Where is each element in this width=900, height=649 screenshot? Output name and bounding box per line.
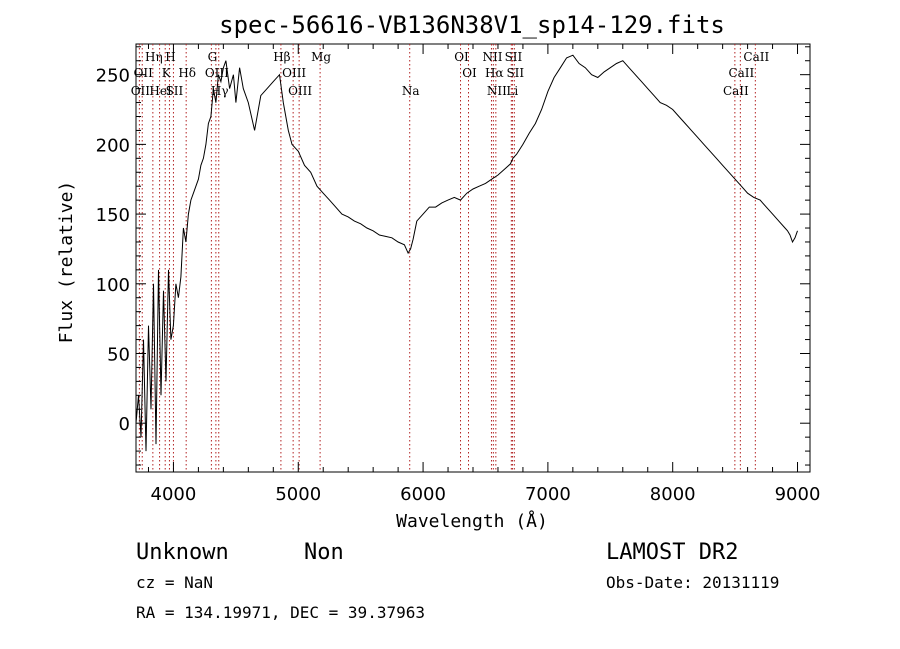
line-label: K xyxy=(162,66,172,80)
line-label: SII xyxy=(166,84,184,98)
y-axis-ticks: 0 50 100 150 200 250 xyxy=(96,46,810,466)
line-label: H xyxy=(165,50,175,64)
line-label: NII xyxy=(487,84,507,98)
x-tick-label: 4000 xyxy=(151,484,197,505)
x-tick-label: 9000 xyxy=(775,484,821,505)
plot-frame xyxy=(135,43,811,473)
y-tick-label: 250 xyxy=(96,66,130,87)
spectrum-line xyxy=(135,54,798,452)
emission-line-markers xyxy=(138,44,756,472)
line-label: CaII xyxy=(728,66,754,80)
line-label: CaII xyxy=(723,84,749,98)
plot-area: OII OII Hη HeI KH SII Hδ G OIII Hγ Hβ OIII OIII Mg Na O… xyxy=(96,43,821,505)
line-label: NII xyxy=(482,50,502,64)
line-label: Li xyxy=(506,84,518,98)
line-label: Hη xyxy=(145,50,163,64)
line-label: OI xyxy=(454,50,469,64)
line-label: CaII xyxy=(743,50,769,64)
line-label: Mg xyxy=(311,50,331,64)
line-label: OII xyxy=(131,84,151,98)
observation-date: Obs-Date: 20131119 xyxy=(606,573,779,592)
line-label: Hα xyxy=(485,66,504,80)
y-tick-label: 150 xyxy=(96,205,130,226)
coordinates: RA = 134.19971, DEC = 39.37963 xyxy=(136,603,425,622)
line-label: HeI xyxy=(149,84,172,98)
y-axis-label: Flux (relative) xyxy=(56,181,77,344)
x-axis-ticks: 4000 5000 6000 7000 8000 9000 xyxy=(147,44,821,505)
line-label: SII xyxy=(506,66,524,80)
line-label: OIII xyxy=(288,84,312,98)
line-label: OII xyxy=(134,66,154,80)
y-tick-label: 0 xyxy=(119,414,130,435)
line-label: OIII xyxy=(205,66,229,80)
line-label: OIII xyxy=(282,66,306,80)
chart-title: spec-56616-VB136N38V1_sp14-129.fits xyxy=(219,11,725,39)
line-label: OI xyxy=(462,66,477,80)
survey-name: LAMOST DR2 xyxy=(606,540,738,565)
object-subclass: Non xyxy=(304,540,344,565)
y-tick-label: 50 xyxy=(107,344,130,365)
x-tick-label: 6000 xyxy=(400,484,446,505)
line-label: Hβ xyxy=(273,50,290,64)
x-tick-label: 5000 xyxy=(275,484,321,505)
line-label: SII xyxy=(505,50,523,64)
x-tick-label: 7000 xyxy=(525,484,571,505)
line-label: G xyxy=(208,50,218,64)
line-label: Hγ xyxy=(211,84,229,98)
line-label: Hδ xyxy=(178,66,196,80)
y-tick-label: 200 xyxy=(96,135,130,156)
y-tick-label: 100 xyxy=(96,275,130,296)
line-label: Na xyxy=(402,84,420,98)
x-tick-label: 8000 xyxy=(650,484,696,505)
x-axis-label: Wavelength (Å) xyxy=(396,510,548,532)
emission-line-labels: OII OII Hη HeI KH SII Hδ G OIII Hγ Hβ OIII OIII Mg Na O… xyxy=(131,50,770,98)
object-class: Unknown xyxy=(136,540,229,565)
redshift-cz: cz = NaN xyxy=(136,573,213,592)
